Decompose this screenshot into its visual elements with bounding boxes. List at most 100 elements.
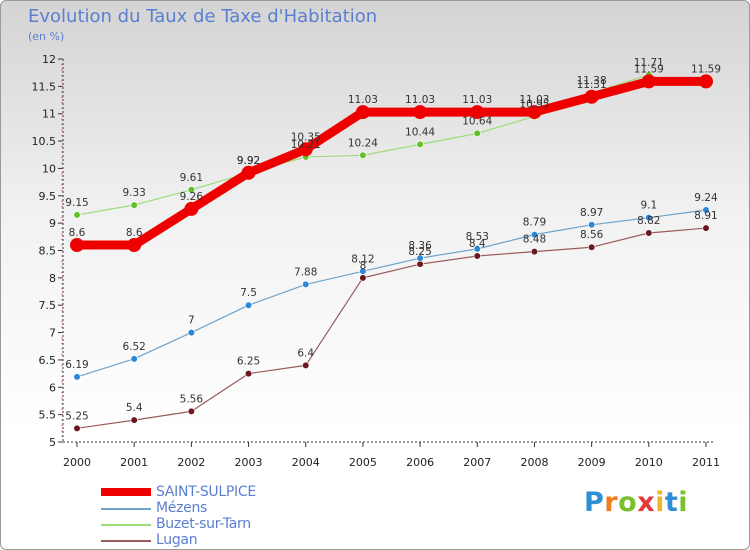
point-lugan	[473, 252, 481, 260]
legend-label: Lugan	[156, 532, 198, 548]
data-label: 7.5	[240, 287, 257, 299]
x-tick-label: 2011	[692, 456, 720, 469]
data-label: 9.24	[694, 192, 718, 204]
point-lugan	[588, 243, 596, 251]
point-mezens	[530, 231, 539, 239]
point-saint-sulpice	[413, 105, 428, 120]
point-saint-sulpice	[355, 105, 370, 120]
data-label: 5.4	[126, 402, 143, 414]
y-tick-label: 9	[49, 217, 56, 230]
point-lugan	[702, 224, 710, 232]
point-mezens	[588, 221, 596, 229]
data-label: 9.15	[65, 197, 88, 209]
data-label: 8.6	[69, 227, 86, 239]
data-label: 9.61	[180, 172, 203, 184]
point-saint-sulpice	[641, 74, 656, 89]
point-buzet-sur-tarn	[130, 201, 138, 209]
point-saint-sulpice	[184, 201, 199, 216]
x-tick-label: 2005	[349, 456, 377, 469]
x-tick-label: 2001	[120, 456, 148, 469]
legend-label: SAINT-SULPICE	[156, 484, 256, 500]
data-label: 9.33	[122, 187, 145, 199]
y-tick-label: 8	[49, 272, 56, 285]
point-buzet-sur-tarn	[73, 211, 81, 219]
y-tick-label: 5.5	[39, 409, 57, 422]
x-tick-label: 2002	[177, 456, 205, 469]
brand-letter: r	[604, 487, 619, 518]
x-tick-label: 2004	[292, 456, 320, 469]
point-lugan	[302, 361, 310, 370]
brand-letter: P	[584, 487, 605, 518]
y-tick-label: 10.5	[32, 135, 57, 148]
data-label: 9.26	[180, 191, 204, 203]
y-tick-label: 11.5	[32, 80, 57, 93]
point-saint-sulpice	[470, 105, 485, 120]
point-lugan	[187, 407, 195, 415]
data-label: 8.36	[408, 240, 432, 252]
point-lugan	[130, 416, 138, 424]
x-tick-label: 2007	[463, 456, 491, 469]
point-saint-sulpice	[527, 105, 542, 120]
data-label: 7.88	[294, 266, 317, 278]
brand-letter: t	[664, 487, 679, 518]
y-tick-label: 11	[42, 108, 56, 121]
y-tick-label: 8.5	[39, 245, 57, 258]
data-label: 8.82	[637, 215, 660, 227]
point-lugan	[359, 274, 367, 282]
point-mezens	[130, 355, 138, 363]
point-buzet-sur-tarn	[416, 140, 424, 148]
data-label: 10.44	[405, 126, 435, 138]
point-saint-sulpice	[699, 74, 713, 89]
x-tick-label: 2000	[63, 456, 91, 469]
y-tick-label: 12	[42, 53, 56, 66]
point-mezens	[302, 280, 310, 289]
point-lugan	[645, 229, 653, 237]
data-label: 8.6	[126, 227, 143, 239]
data-label: 11.31	[577, 79, 607, 91]
data-label: 8.25	[408, 246, 431, 258]
legend-swatch	[101, 524, 151, 526]
data-label: 10.21	[291, 139, 321, 151]
data-label: 9.92	[237, 155, 260, 167]
series-line-mezens	[76, 209, 707, 378]
data-label: 8.56	[580, 229, 604, 241]
data-label: 10.95	[519, 98, 549, 110]
data-label: 8.48	[523, 234, 546, 246]
point-buzet-sur-tarn	[187, 186, 195, 194]
data-label: 9.92	[237, 155, 260, 167]
brand-letter: x	[637, 487, 656, 518]
data-label: 10.64	[462, 115, 492, 127]
data-label: 8.4	[469, 238, 486, 250]
point-mezens	[645, 214, 653, 222]
data-label: 5.25	[65, 410, 88, 422]
point-mezens	[416, 254, 424, 262]
data-label: 8.91	[694, 210, 717, 222]
x-tick-label: 2010	[635, 456, 663, 469]
point-lugan	[73, 424, 81, 432]
data-label: 11.03	[462, 94, 492, 106]
point-saint-sulpice	[70, 238, 84, 253]
data-label: 8	[360, 260, 367, 272]
brand-letter: i	[655, 487, 665, 518]
x-tick-label: 2006	[406, 456, 434, 469]
y-tick-label: 6	[49, 381, 56, 394]
point-buzet-sur-tarn	[473, 129, 481, 138]
point-mezens	[359, 267, 367, 275]
brand-letter: i	[678, 487, 689, 518]
data-label: 10.24	[348, 137, 378, 149]
point-mezens	[73, 373, 81, 381]
chart-title: Evolution du Taux de Taxe d'Habitation	[28, 6, 378, 27]
data-label: 11.71	[634, 57, 664, 69]
x-tick-label: 2003	[235, 456, 263, 469]
point-lugan	[244, 370, 253, 378]
legend-label: Buzet-sur-Tarn	[156, 516, 251, 532]
data-label: 5.56	[180, 393, 204, 405]
data-label: 6.25	[237, 356, 260, 368]
point-mezens	[702, 206, 710, 214]
data-label: 11.03	[405, 94, 435, 106]
data-label: 11.03	[519, 94, 549, 106]
data-label: 7	[188, 315, 195, 327]
legend-label: Mézens	[156, 500, 208, 516]
